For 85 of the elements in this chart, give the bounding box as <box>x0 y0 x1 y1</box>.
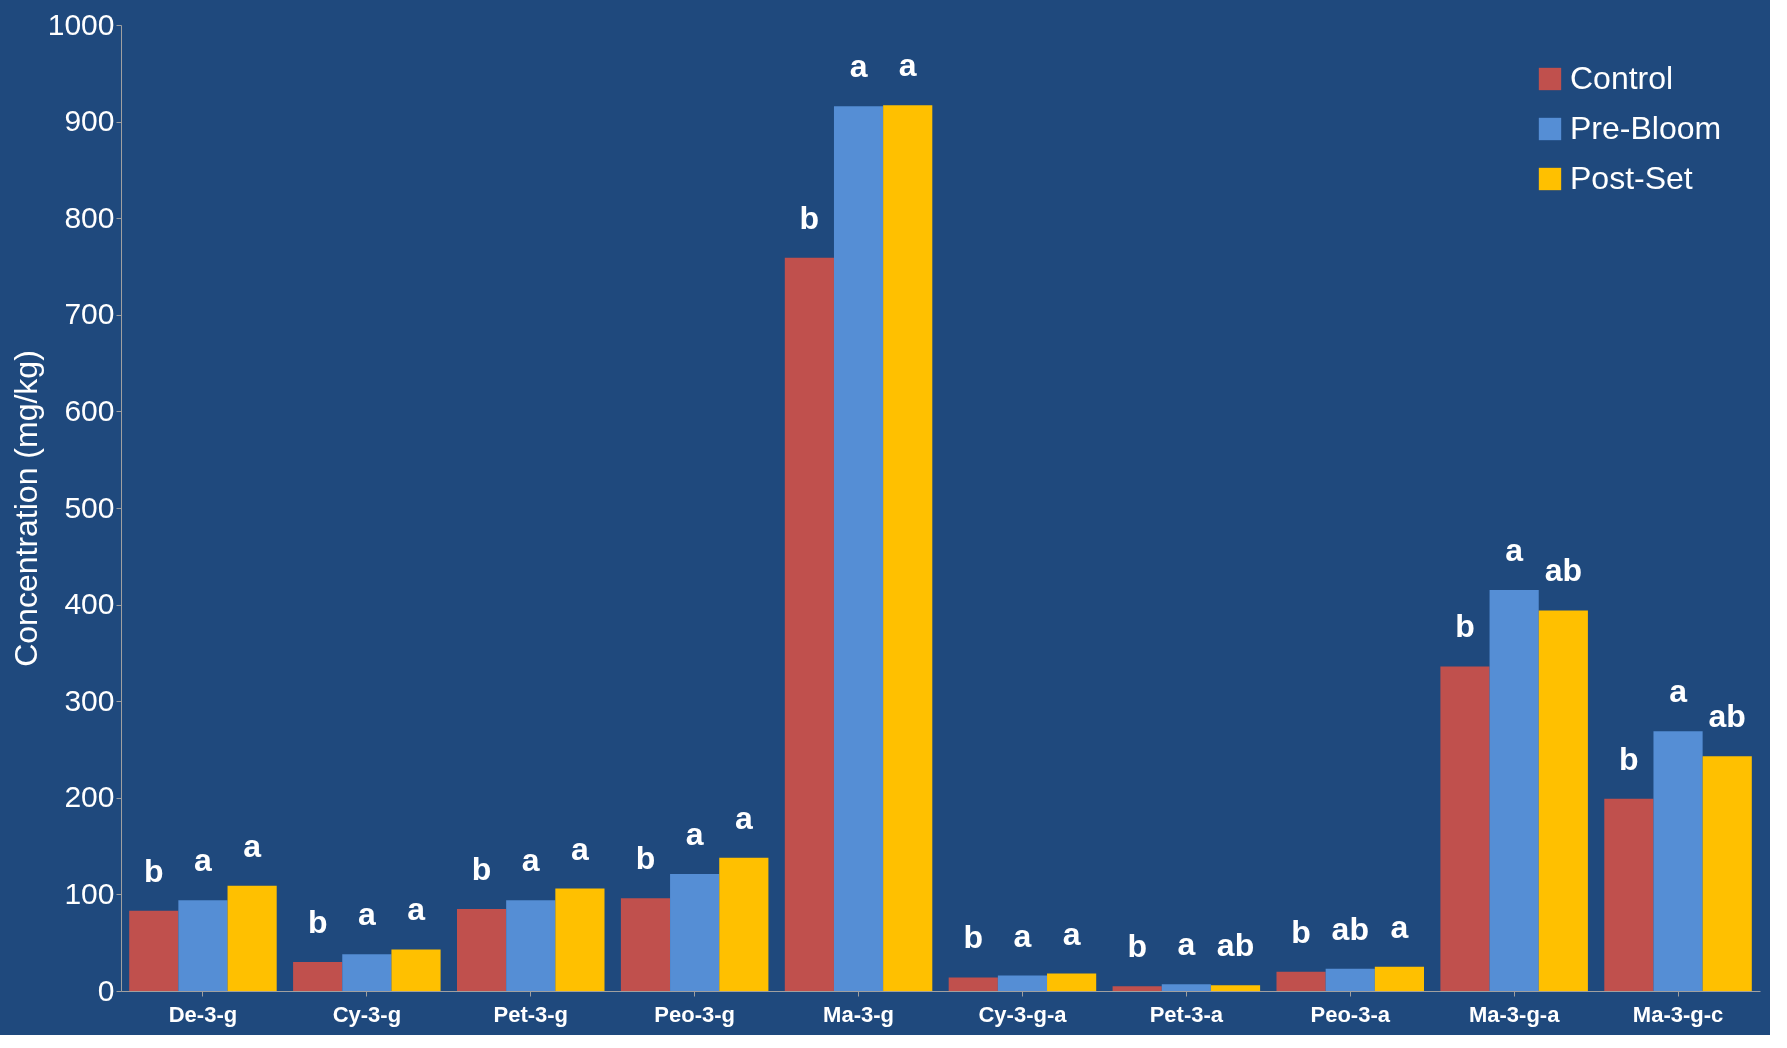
data-label: a <box>1013 917 1032 954</box>
y-tick-label: 800 <box>64 200 115 234</box>
bar <box>506 900 556 991</box>
data-label: b <box>144 852 164 889</box>
data-label: a <box>1390 908 1409 945</box>
bar <box>1653 731 1703 991</box>
bar <box>1112 986 1162 991</box>
bar <box>620 898 671 991</box>
bar <box>784 257 834 991</box>
bar <box>391 949 441 991</box>
x-tick-label: Ma-3-g-a <box>1468 1001 1561 1027</box>
bar <box>227 885 277 991</box>
x-tick-label: Ma-3-g-c <box>1632 1001 1724 1027</box>
bar <box>456 908 507 991</box>
bar <box>719 857 769 991</box>
data-label: a <box>849 48 868 85</box>
data-label: a <box>571 830 590 867</box>
y-tick-label: 1000 <box>47 7 115 41</box>
y-tick-label: 500 <box>64 490 115 524</box>
data-label: b <box>799 199 820 236</box>
data-label: a <box>521 842 540 879</box>
data-label: ab <box>1331 910 1369 947</box>
x-tick-label: Cy-3-g <box>332 1001 402 1027</box>
legend-label: Post-Set <box>1570 160 1693 196</box>
bar <box>1489 590 1539 991</box>
bar <box>997 975 1048 991</box>
bar <box>293 962 343 991</box>
y-tick-label: 300 <box>64 683 115 717</box>
data-label: a <box>243 827 262 864</box>
bar <box>670 874 720 991</box>
bar <box>1325 968 1375 991</box>
data-label: ab <box>1708 698 1746 735</box>
bar <box>1047 973 1097 991</box>
y-tick-label: 600 <box>64 393 115 427</box>
bar <box>1538 610 1588 991</box>
data-label: b <box>1455 608 1475 645</box>
bar <box>833 106 884 991</box>
data-label: b <box>1619 740 1639 777</box>
bar <box>1210 985 1261 991</box>
bar <box>883 105 933 991</box>
data-label: b <box>471 850 492 887</box>
x-tick-label: Pet-3-g <box>493 1001 569 1027</box>
bar <box>1374 966 1425 991</box>
data-label: a <box>1505 532 1524 569</box>
data-label: a <box>1669 673 1688 710</box>
bar <box>342 954 392 991</box>
data-label: b <box>307 904 328 941</box>
bar <box>948 977 998 991</box>
data-label: b <box>963 919 984 956</box>
data-label: ab <box>1544 552 1582 589</box>
bar <box>129 910 179 991</box>
bar <box>178 900 228 991</box>
data-label: a <box>1062 915 1081 952</box>
x-tick-label: Cy-3-g-a <box>978 1001 1068 1027</box>
x-tick-label: Ma-3-g <box>823 1001 894 1027</box>
data-label: a <box>194 842 213 879</box>
legend-label: Control <box>1570 60 1674 96</box>
bar <box>1161 984 1211 991</box>
bar <box>1276 971 1326 991</box>
bar <box>1702 756 1752 991</box>
data-label: b <box>1127 928 1147 965</box>
x-tick-label: De-3-g <box>168 1001 238 1027</box>
data-label: a <box>1177 926 1196 963</box>
y-tick-label: 400 <box>64 587 115 621</box>
y-tick-label: 200 <box>64 780 115 814</box>
data-label: a <box>898 47 917 84</box>
bar <box>1440 666 1490 991</box>
bar <box>555 888 605 991</box>
y-tick-label: 100 <box>64 876 115 910</box>
x-tick-label: Pet-3-a <box>1149 1001 1224 1027</box>
bar <box>1604 798 1654 991</box>
y-tick-label: 900 <box>64 104 115 138</box>
x-tick-label: Peo-3-a <box>1310 1001 1391 1027</box>
legend-label: Pre-Bloom <box>1570 110 1722 146</box>
data-label: a <box>685 816 704 853</box>
data-label: b <box>635 840 656 877</box>
y-tick-label: 0 <box>97 973 115 1007</box>
data-label: a <box>734 799 753 836</box>
x-tick-label: Peo-3-g <box>654 1001 735 1027</box>
y-axis-title: Concentration (mg/kg) <box>7 350 44 667</box>
y-tick-label: 700 <box>64 297 115 331</box>
data-label: a <box>357 896 376 933</box>
data-label: a <box>407 891 426 928</box>
data-label: b <box>1291 913 1311 950</box>
data-label: ab <box>1216 927 1255 964</box>
